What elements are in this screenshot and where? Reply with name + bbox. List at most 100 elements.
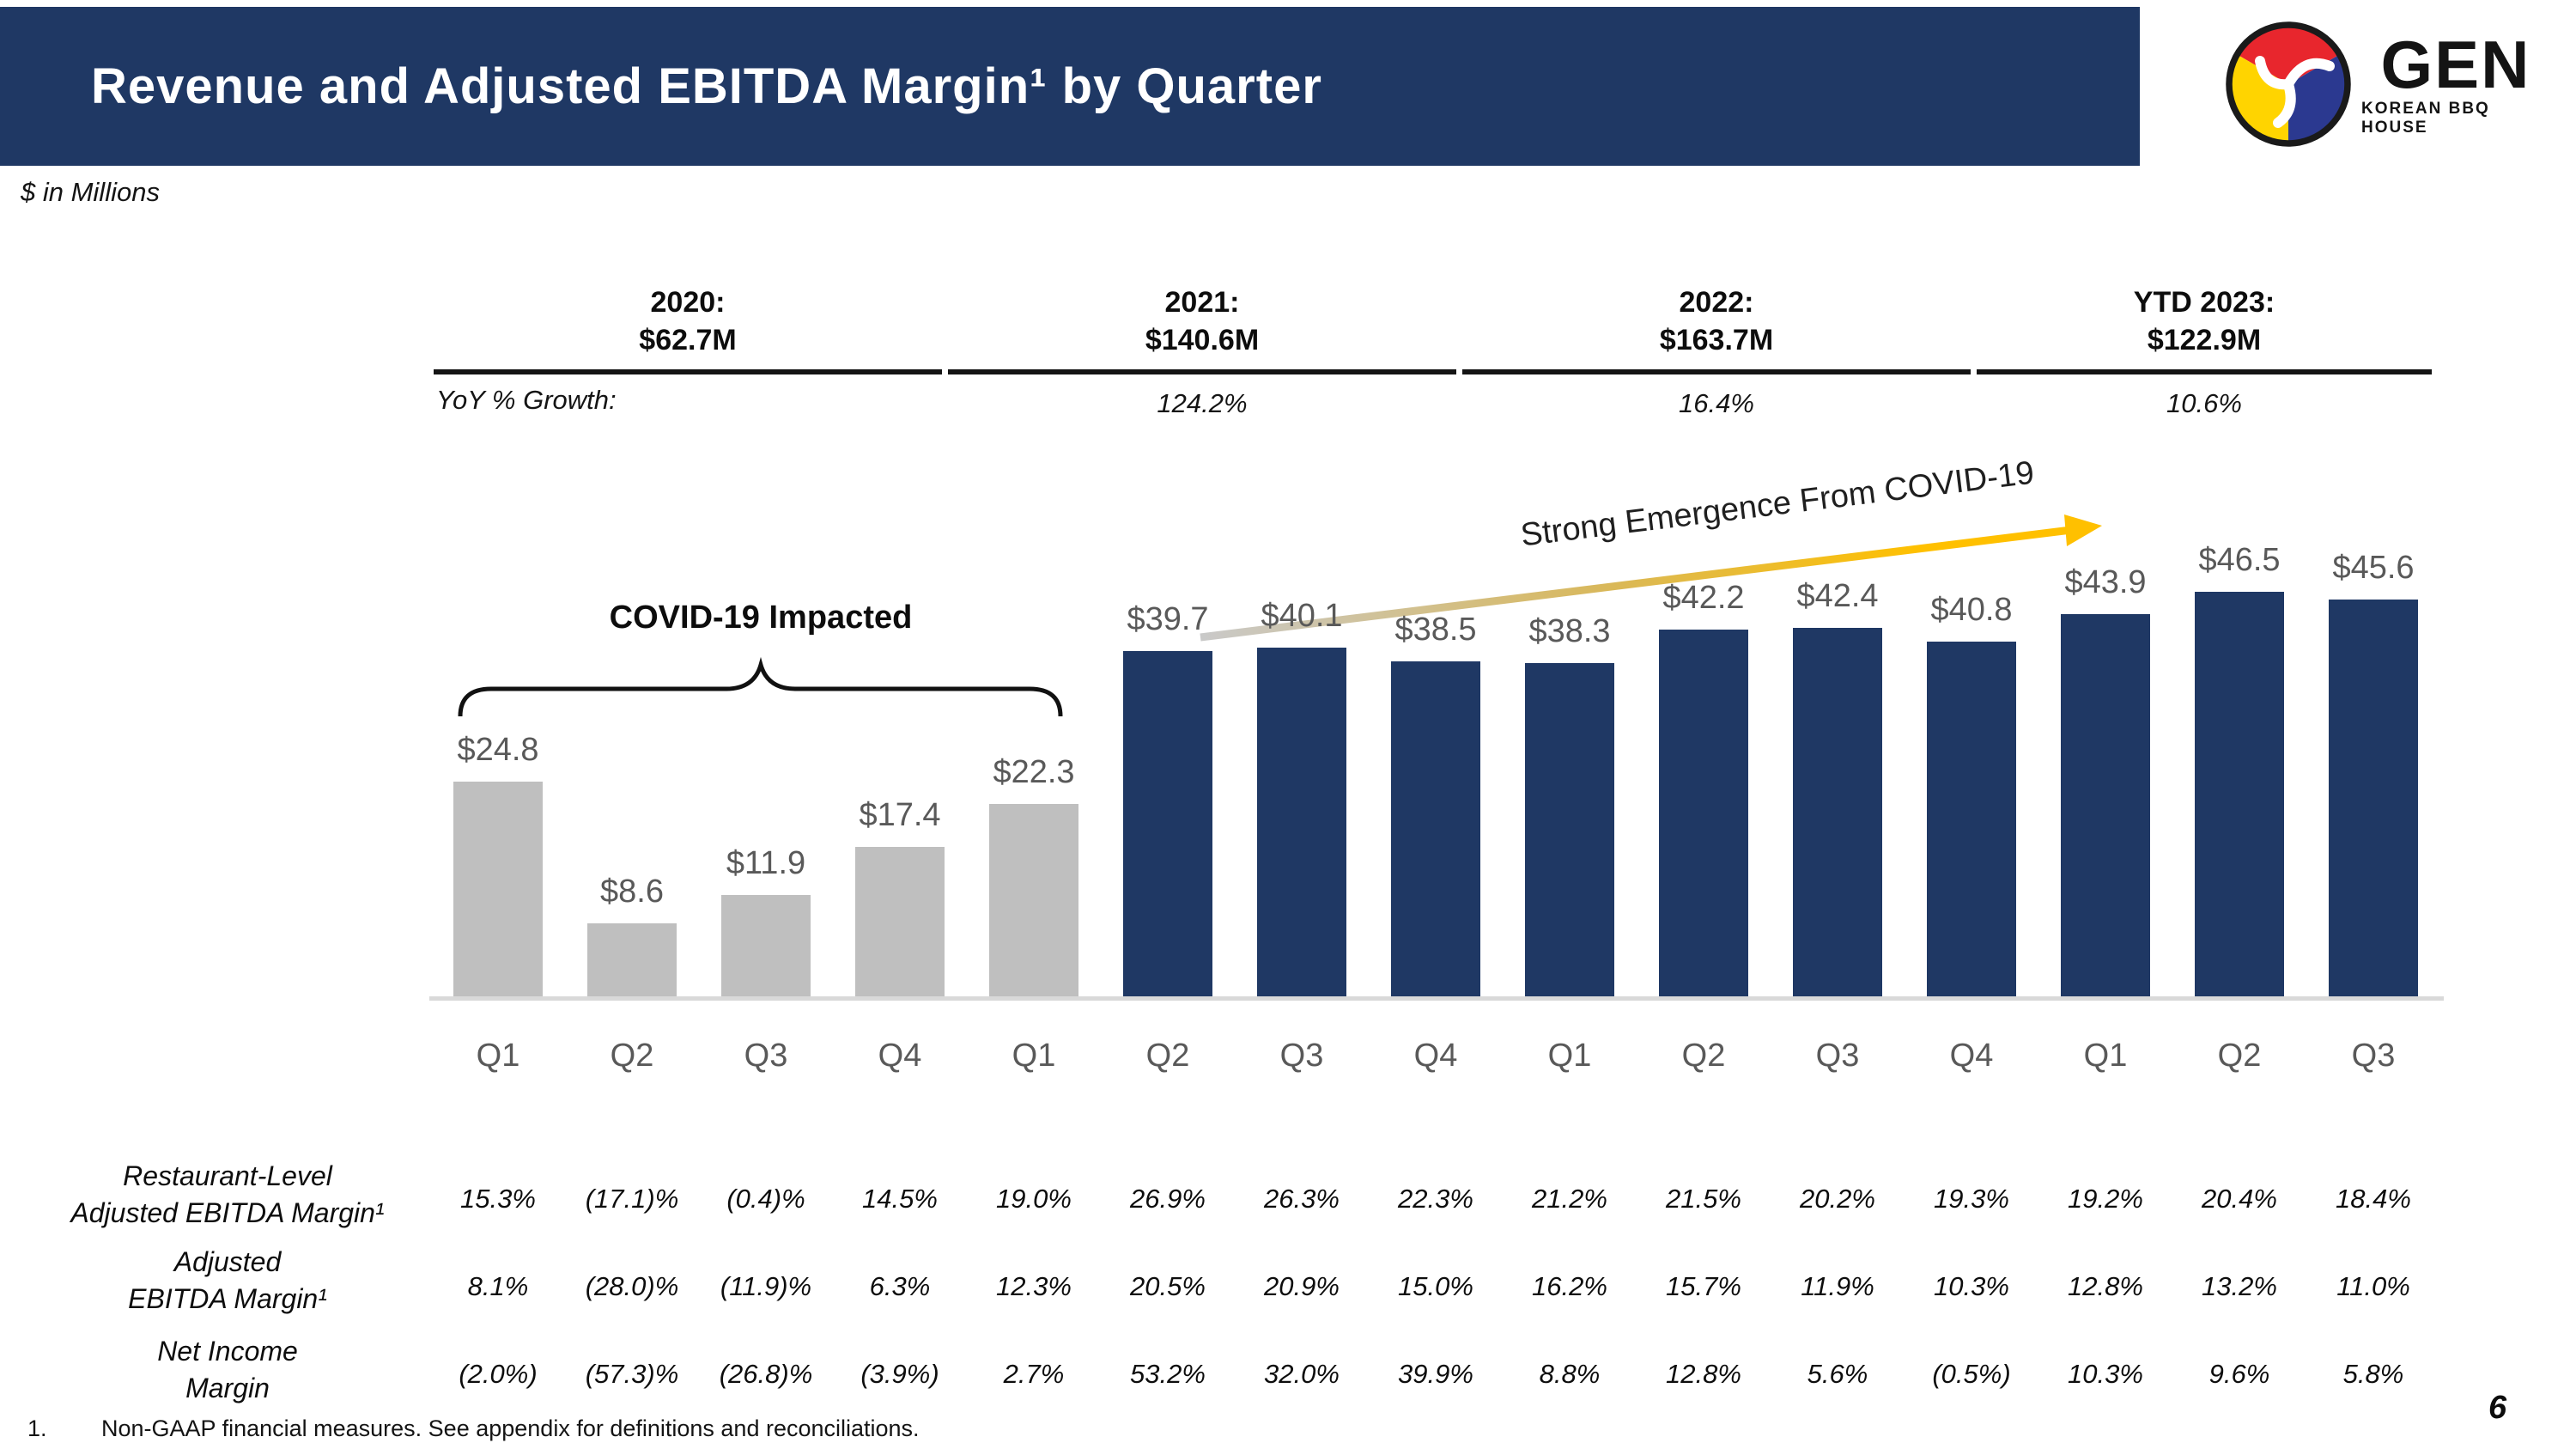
logo-tagline: KOREAN BBQ HOUSE: [2361, 100, 2490, 137]
year-revenue: $62.7M: [639, 324, 737, 356]
revenue-bar: [2195, 592, 2284, 999]
revenue-bar: [2061, 614, 2150, 999]
page-title: Revenue and Adjusted EBITDA Margin¹ by Q…: [91, 58, 1322, 114]
revenue-bar: [1391, 661, 1480, 999]
x-axis-label: Q3: [1815, 1038, 1860, 1074]
gen-logo: GEN KOREAN BBQ HOUSE: [2224, 15, 2550, 153]
margin-cell: 21.5%: [1666, 1184, 1741, 1214]
x-axis-label: Q1: [1547, 1038, 1592, 1074]
gen-logo-emblem-icon: [2226, 21, 2351, 147]
margin-cell: 16.2%: [1532, 1271, 1607, 1301]
year-revenue: $122.9M: [2147, 324, 2262, 356]
year-label: 2021:: [1164, 286, 1240, 319]
bar-value-label: $43.9: [2064, 564, 2147, 600]
margin-cell: 15.0%: [1398, 1271, 1473, 1301]
margin-cell: (0.5%): [1932, 1359, 2011, 1389]
footnote-number: 1.: [27, 1416, 47, 1441]
bar-value-label: $38.3: [1528, 613, 1611, 649]
bar-value-label: $40.1: [1261, 598, 1343, 634]
revenue-bar: [855, 847, 945, 999]
x-axis-line: [429, 996, 2444, 1001]
year-label: 2020:: [650, 286, 726, 319]
year-growth: 10.6%: [2166, 388, 2242, 418]
year-group-2020: 2020: $62.7M: [434, 283, 942, 417]
margin-cell: 12.3%: [996, 1271, 1072, 1301]
margin-cell: (2.0%): [459, 1359, 538, 1389]
logo-wordmark: GEN: [2380, 27, 2531, 102]
year-revenue: $163.7M: [1659, 324, 1774, 356]
bar-value-label: $40.8: [1930, 592, 2013, 628]
year-underline: [1977, 369, 2432, 374]
revenue-bar: [2329, 600, 2418, 999]
bar-value-label: $39.7: [1127, 601, 1209, 637]
margin-cell: 9.6%: [2208, 1359, 2270, 1389]
revenue-bar: [721, 895, 811, 999]
margin-cell: (11.9)%: [720, 1271, 812, 1301]
margin-cell: 19.0%: [996, 1184, 1072, 1214]
bar-value-label: $38.5: [1394, 612, 1477, 648]
margin-cell: 19.3%: [1934, 1184, 2009, 1214]
bar-value-label: $46.5: [2198, 542, 2281, 578]
x-axis-label: Q3: [2351, 1038, 2396, 1074]
year-underline: [434, 369, 942, 374]
margin-cell: 20.9%: [1264, 1271, 1340, 1301]
revenue-bar: [1123, 651, 1212, 999]
x-axis-label: Q1: [1012, 1038, 1056, 1074]
margin-cell: 15.7%: [1666, 1271, 1741, 1301]
x-axis-label: Q4: [1413, 1038, 1458, 1074]
revenue-bar: [1257, 648, 1346, 999]
margin-cell: 2.7%: [1003, 1359, 1065, 1389]
bar-value-label: $45.6: [2332, 550, 2415, 586]
year-revenue: $140.6M: [1145, 324, 1260, 356]
year-growth: 124.2%: [1157, 388, 1248, 418]
margin-cell: 21.2%: [1532, 1184, 1607, 1214]
margin-cell: 8.1%: [467, 1271, 529, 1301]
revenue-bar: [1793, 628, 1882, 999]
x-axis-label: Q2: [1145, 1038, 1190, 1074]
margin-cell: 8.8%: [1539, 1359, 1601, 1389]
year-growth: 16.4%: [1679, 388, 1754, 418]
emergence-arrow-head: [2064, 514, 2102, 546]
margin-cell: 6.3%: [869, 1271, 931, 1301]
bar-value-label: $11.9: [726, 845, 806, 881]
x-axis-label: Q3: [1279, 1038, 1324, 1074]
x-axis-label: Q1: [2083, 1038, 2128, 1074]
covid-brace: [458, 656, 1063, 717]
margin-cell: 53.2%: [1130, 1359, 1206, 1389]
margin-cell: (57.3)%: [585, 1359, 679, 1389]
margin-cell: 10.3%: [1934, 1271, 2009, 1301]
margin-cell: 18.4%: [2336, 1184, 2411, 1214]
margin-cell: 10.3%: [2068, 1359, 2143, 1389]
x-axis-label: Q4: [878, 1038, 922, 1074]
year-underline: [948, 369, 1456, 374]
revenue-bar: [1927, 642, 2016, 999]
margin-cell: 20.4%: [2202, 1184, 2277, 1214]
margin-cell: 14.5%: [862, 1184, 938, 1214]
revenue-bar: [989, 804, 1078, 999]
margin-row-label-adjusted-ebitda: Adjusted EBITDA Margin¹: [128, 1246, 327, 1314]
revenue-bar: [1659, 630, 1748, 999]
year-label: 2022:: [1679, 286, 1754, 319]
yoy-growth-label: YoY % Growth:: [436, 385, 617, 415]
margin-cell: 5.8%: [2342, 1359, 2404, 1389]
x-axis-label: Q1: [476, 1038, 520, 1074]
x-axis-label: Q3: [744, 1038, 788, 1074]
year-group-ytd-2023: YTD 2023: $122.9M 10.6%: [1977, 283, 2432, 419]
revenue-bar: [1525, 663, 1614, 999]
margin-cell: 26.3%: [1264, 1184, 1340, 1214]
margin-cell: 22.3%: [1398, 1184, 1473, 1214]
margin-cell: (26.8)%: [719, 1359, 813, 1389]
year-underline: [1462, 369, 1971, 374]
margin-cell: (17.1)%: [585, 1184, 679, 1214]
margin-cell: (3.9%): [860, 1359, 939, 1389]
margin-cell: 13.2%: [2202, 1271, 2277, 1301]
bar-value-label: $22.3: [993, 754, 1075, 790]
x-axis-label: Q2: [610, 1038, 654, 1074]
margin-cell: 32.0%: [1264, 1359, 1340, 1389]
margin-cell: 11.0%: [2336, 1271, 2410, 1301]
year-group-2022: 2022: $163.7M 16.4%: [1462, 283, 1971, 419]
footnote-text: Non-GAAP financial measures. See appendi…: [101, 1416, 920, 1441]
margin-cell: 20.5%: [1130, 1271, 1206, 1301]
x-axis-label: Q2: [1681, 1038, 1726, 1074]
margin-row-label-restaurant-level: Restaurant-Level Adjusted EBITDA Margin¹: [70, 1160, 385, 1228]
